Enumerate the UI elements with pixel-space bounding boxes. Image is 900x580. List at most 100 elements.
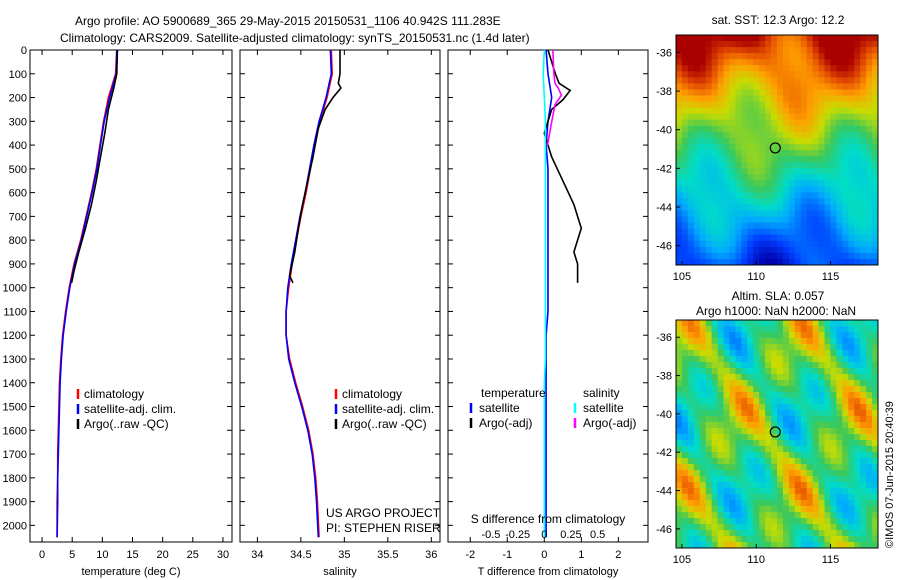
map-cell [729, 222, 736, 230]
map-cell [741, 150, 748, 157]
map-cell [693, 542, 701, 549]
map-cell [717, 332, 724, 339]
map-cell [866, 198, 873, 205]
map-cell [818, 524, 825, 531]
map-cell [759, 47, 766, 54]
map-cell [854, 186, 861, 193]
map-cell [794, 125, 802, 133]
map-cell [824, 77, 831, 84]
map-cell [830, 446, 837, 453]
map-cell [759, 107, 766, 115]
y-tick-label: 1600 [3, 425, 27, 437]
map-cell [741, 95, 748, 102]
map-cell [735, 362, 742, 369]
map-cell [687, 240, 695, 248]
map-cell [711, 186, 718, 193]
map-cell [782, 240, 790, 248]
map-cell [753, 536, 760, 543]
map-cell [818, 458, 825, 465]
map-cell [836, 380, 843, 387]
y-tick-label: 1000 [3, 283, 27, 295]
map-cell [765, 143, 772, 151]
map-cell [806, 392, 814, 399]
map-cell [741, 326, 748, 333]
map-cell [854, 83, 861, 90]
map-cell [777, 470, 784, 477]
y-tick-label: 800 [9, 235, 27, 247]
map-cell [848, 107, 855, 115]
map-cell [794, 488, 802, 495]
map-cell [866, 162, 873, 169]
map-cell [723, 186, 730, 193]
map-cell [854, 89, 861, 96]
map-cell [824, 482, 831, 489]
map-cell [735, 368, 742, 375]
map-cell [818, 77, 825, 84]
map-cell [824, 350, 831, 357]
map-cell [848, 77, 855, 84]
map-cell [681, 422, 689, 429]
x-axis-label: salinity [323, 566, 357, 578]
map-cell [872, 47, 879, 54]
map-cell [747, 338, 754, 345]
map-cell [788, 530, 796, 537]
plot-frame [239, 49, 441, 543]
map-cell [723, 446, 730, 453]
map-cell [759, 410, 766, 417]
map-cell [687, 83, 695, 90]
map-cell [687, 95, 695, 102]
map-cell [836, 488, 843, 495]
map-cell [729, 125, 736, 133]
map-cell [681, 41, 689, 48]
map-cell [717, 344, 724, 351]
map-cell [872, 440, 879, 447]
map-cell [735, 95, 742, 102]
map-cell [747, 83, 754, 90]
map-cell [782, 162, 790, 169]
map-cell [693, 156, 701, 163]
map-cell [782, 500, 790, 507]
map-cell [681, 458, 689, 465]
map-cell [848, 119, 855, 127]
map-cell [723, 326, 730, 333]
map-cell [788, 386, 796, 393]
map-cell [687, 47, 695, 54]
map-cell [872, 320, 879, 327]
map-cell [806, 386, 814, 393]
map-cell [777, 326, 784, 333]
map-cell [854, 59, 861, 66]
map-cell [735, 156, 742, 163]
map-cell [824, 512, 831, 519]
map-cell [854, 410, 861, 417]
map-cell [771, 482, 778, 489]
map-cell [681, 204, 689, 211]
map-cell [711, 131, 718, 139]
map-cell [717, 228, 724, 236]
map-cell [723, 380, 730, 387]
map-cell [830, 542, 837, 549]
map-cell [681, 338, 689, 345]
map-cell [735, 180, 742, 187]
map-cell [794, 210, 802, 217]
map-cell [836, 228, 843, 236]
map-cell [681, 107, 689, 115]
map-cell [676, 470, 683, 477]
map-cell [788, 119, 796, 127]
map-cell [747, 258, 754, 266]
map-cell [759, 368, 766, 375]
map-cell [794, 416, 802, 423]
map-cell [854, 210, 861, 217]
map-cell [759, 240, 766, 248]
map-cell [848, 89, 855, 96]
map-cell [735, 398, 742, 405]
map-cell [782, 470, 790, 477]
map-cell [681, 356, 689, 363]
map-cell [860, 174, 867, 181]
map-cell [711, 506, 718, 513]
map-cell [860, 446, 867, 453]
map-cell [830, 71, 837, 78]
x-tick-label: 1 [578, 549, 584, 561]
map-cell [866, 440, 873, 447]
map-cell [824, 83, 831, 90]
map-cell [711, 464, 718, 471]
